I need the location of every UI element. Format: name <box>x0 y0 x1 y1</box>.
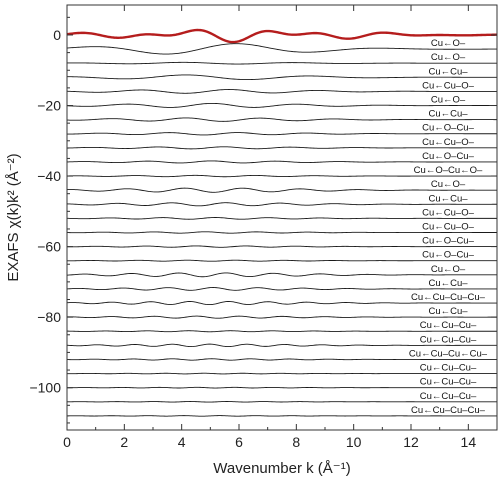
x-tick-label: 8 <box>292 434 300 450</box>
path-label: Cu←O– <box>431 95 466 106</box>
path-label: Cu←Cu– <box>428 109 468 120</box>
path-series-line <box>66 301 497 306</box>
path-label: Cu←Cu–Cu– <box>420 391 477 402</box>
path-label-layer: Cu←O–Cu←O–Cu←Cu–Cu←Cu–O–Cu←O–Cu←Cu–Cu←O–… <box>409 38 488 416</box>
path-label: Cu←Cu– <box>428 306 468 317</box>
path-series-line <box>66 89 497 94</box>
path-label: Cu←Cu–Cu– <box>420 334 477 345</box>
plot-frame <box>66 4 498 431</box>
path-series-line <box>66 259 497 262</box>
path-series-line <box>66 117 497 122</box>
x-tick-label: 14 <box>461 434 477 450</box>
path-series-line <box>66 401 498 403</box>
path-label: Cu←O–Cu– <box>422 123 474 134</box>
path-label: Cu←Cu–Cu–Cu– <box>411 405 486 416</box>
path-series-line <box>66 386 497 389</box>
path-label: Cu←Cu–Cu–Cu– <box>411 292 486 303</box>
path-label: Cu←O– <box>431 52 466 63</box>
path-label: Cu←O– <box>431 264 466 275</box>
path-series-line <box>66 74 497 81</box>
path-series-line <box>66 231 497 234</box>
path-series-line <box>66 217 497 220</box>
path-label: Cu←Cu–Cu– <box>420 363 477 374</box>
y-tick-label: −80 <box>37 309 61 325</box>
path-series-line <box>66 202 497 207</box>
path-label: Cu←Cu– <box>428 66 468 77</box>
y-axis-title: EXAFS χ(k)k² (Å⁻²) <box>5 153 22 281</box>
path-label: Cu←Cu–Cu– <box>420 377 477 388</box>
path-label: Cu←Cu– <box>428 193 468 204</box>
path-series-line <box>66 287 497 291</box>
path-series-line <box>66 315 497 319</box>
series-layer <box>66 28 498 417</box>
y-tick-label: −40 <box>37 168 61 184</box>
path-label: Cu←O–Cu←O– <box>414 165 483 176</box>
path-label: Cu←Cu–O– <box>422 80 474 91</box>
total-spectrum-line <box>66 28 498 44</box>
path-label: Cu←O– <box>431 179 466 190</box>
path-series-line <box>66 174 497 178</box>
path-label: Cu←Cu–O– <box>422 207 474 218</box>
x-tick-label: 2 <box>120 434 128 450</box>
y-tick-label: −100 <box>29 380 61 396</box>
path-series-line <box>66 61 497 65</box>
y-tick-label: 0 <box>53 27 61 43</box>
path-series-line <box>66 146 497 150</box>
path-series-line <box>66 245 497 248</box>
tick-layer: 0 2 4 6 8 10 12 14 0 −20 −40 −60 −80 −100 <box>29 5 497 450</box>
path-label: Cu←O–Cu– <box>422 250 474 261</box>
path-label: Cu←O–Cu– <box>422 236 474 247</box>
path-label: Cu←O–Cu– <box>422 151 474 162</box>
path-series-line <box>66 43 498 55</box>
path-label: Cu←Cu–O– <box>422 221 474 232</box>
y-tick-label: −20 <box>37 98 61 114</box>
path-series-line <box>66 272 497 278</box>
path-label: Cu←Cu– <box>428 278 468 289</box>
x-tick-label: 12 <box>403 434 419 450</box>
path-label: Cu←Cu–O– <box>422 137 474 148</box>
x-tick-label: 6 <box>235 434 243 450</box>
path-series-line <box>66 343 497 347</box>
path-label: Cu←Cu–Cu– <box>420 320 477 331</box>
x-tick-label: 0 <box>63 434 71 450</box>
path-series-line <box>66 372 497 375</box>
path-series-line <box>66 187 497 193</box>
path-label: Cu←Cu–Cu←Cu– <box>409 348 488 359</box>
x-tick-label: 10 <box>346 434 362 450</box>
path-label: Cu←O– <box>431 38 466 49</box>
path-series-line <box>66 330 497 333</box>
path-series-line <box>66 132 497 136</box>
path-series-line <box>66 415 497 417</box>
x-axis-title: Wavenumber k (Å⁻¹) <box>213 460 350 477</box>
x-tick-label: 4 <box>178 434 186 450</box>
path-series-line <box>66 102 498 108</box>
path-series-line <box>66 160 497 164</box>
path-series-line <box>66 358 497 361</box>
y-tick-label: −60 <box>37 239 61 255</box>
